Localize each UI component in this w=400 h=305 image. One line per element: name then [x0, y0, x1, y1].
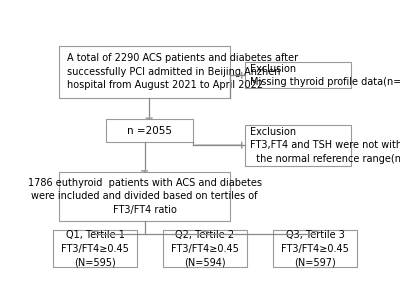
Text: Q2, Tertile 2
FT3/FT4≥0.45
(N=594): Q2, Tertile 2 FT3/FT4≥0.45 (N=594) — [171, 230, 239, 267]
Text: Q3, Tertile 3
FT3/FT4≥0.45
(N=597): Q3, Tertile 3 FT3/FT4≥0.45 (N=597) — [281, 230, 349, 267]
FancyBboxPatch shape — [245, 125, 351, 166]
FancyBboxPatch shape — [59, 172, 230, 221]
FancyBboxPatch shape — [273, 230, 357, 267]
Text: n =2055: n =2055 — [127, 126, 172, 135]
Text: Exclusion
Missing thyroid profile data(n=235): Exclusion Missing thyroid profile data(n… — [250, 63, 400, 87]
Text: 1786 euthyroid  patients with ACS and diabetes
were included and divided based o: 1786 euthyroid patients with ACS and dia… — [28, 178, 262, 215]
FancyBboxPatch shape — [245, 63, 351, 88]
Text: A total of 2290 ACS patients and diabetes after
successfully PCI admitted in Bei: A total of 2290 ACS patients and diabete… — [67, 53, 298, 90]
Text: Exclusion
FT3,FT4 and TSH were not within
  the normal reference range(n=269): Exclusion FT3,FT4 and TSH were not withi… — [250, 127, 400, 164]
Text: Q1, Tertile 1
FT3/FT4≥0.45
(N=595): Q1, Tertile 1 FT3/FT4≥0.45 (N=595) — [61, 230, 129, 267]
FancyBboxPatch shape — [163, 230, 247, 267]
FancyBboxPatch shape — [59, 46, 230, 98]
FancyBboxPatch shape — [106, 119, 193, 142]
FancyBboxPatch shape — [53, 230, 137, 267]
